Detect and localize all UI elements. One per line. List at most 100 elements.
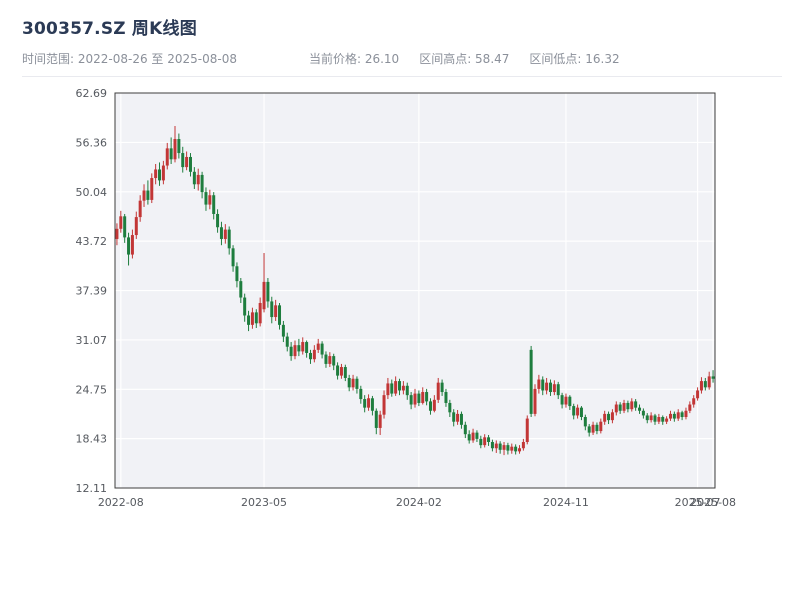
candle-body — [336, 365, 340, 376]
range-low-label: 区间低点: 16.32 — [529, 52, 620, 66]
candle-body — [483, 437, 487, 446]
candle-body — [552, 384, 556, 393]
candle-body — [154, 169, 158, 179]
candle-body — [649, 415, 653, 421]
candle-body — [134, 217, 138, 236]
candle-body — [285, 336, 289, 347]
candle-body — [192, 171, 196, 185]
y-tick-label: 43.72 — [76, 235, 108, 248]
candle-body — [436, 382, 440, 400]
candle-body — [127, 237, 131, 255]
y-tick-label: 12.11 — [76, 482, 108, 495]
candle-body — [456, 413, 460, 422]
candle-body — [417, 393, 421, 403]
current-price-label: 当前价格: 26.10 — [308, 52, 400, 66]
candle-body — [452, 412, 456, 422]
candle-body — [212, 195, 216, 214]
candle-body — [231, 248, 235, 267]
price-summary: 当前价格: 26.10 区间高点: 58.47 区间低点: 16.32 — [309, 50, 620, 67]
candle-body — [560, 395, 564, 405]
candle-body — [572, 406, 576, 416]
x-tick-label: 2024-02 — [396, 496, 442, 509]
candle-body — [405, 385, 409, 396]
candle-body — [680, 412, 684, 418]
candle-body — [301, 342, 305, 352]
candle-body — [332, 356, 336, 366]
candle-body — [529, 349, 533, 414]
candle-body — [219, 227, 223, 239]
candle-body — [200, 174, 204, 193]
y-tick-label: 37.39 — [76, 285, 108, 298]
candle-body — [448, 402, 452, 413]
candle-body — [657, 417, 661, 422]
candle-body — [258, 302, 262, 324]
candle-body — [266, 281, 270, 302]
candle-body — [432, 399, 436, 411]
plot-border — [114, 92, 716, 489]
page-title: 300357.SZ 周K线图 — [22, 19, 197, 39]
candle-body — [696, 390, 700, 399]
candle-body — [227, 229, 231, 249]
candle-body — [239, 281, 243, 298]
candle-body — [668, 413, 672, 419]
candle-body — [444, 392, 448, 403]
candle-body — [653, 415, 657, 422]
y-tick-label: 24.75 — [76, 383, 108, 396]
candle-body — [475, 432, 479, 439]
candle-body — [603, 413, 607, 422]
y-tick-label: 31.07 — [76, 334, 108, 347]
candle-body — [521, 442, 525, 449]
candle-body — [610, 412, 614, 421]
candle-body — [328, 356, 332, 364]
candle-body — [707, 376, 711, 388]
candle-body — [382, 395, 386, 415]
date-range-label: 时间范围: 2022-08-26 至 2025-08-08 — [22, 52, 237, 66]
y-tick-label: 56.36 — [76, 136, 108, 149]
x-tick-label: 2024-11 — [543, 496, 589, 509]
candle-body — [165, 148, 169, 166]
y-tick-label: 50.04 — [76, 186, 108, 199]
candle-body — [181, 153, 185, 168]
candle-body — [208, 195, 212, 205]
candle-body — [626, 402, 630, 410]
candle-body — [641, 410, 645, 416]
candle-body — [463, 424, 467, 435]
candle-body — [638, 407, 642, 411]
candle-body — [324, 354, 328, 364]
candle-body — [525, 418, 529, 443]
y-tick-label: 18.43 — [76, 433, 108, 446]
candle-body — [618, 404, 622, 411]
x-tick-label: 2023-05 — [241, 496, 287, 509]
candle-body — [289, 346, 293, 357]
candle-body — [281, 324, 285, 337]
candle-body — [305, 342, 309, 353]
candle-body — [595, 424, 599, 432]
candle-body — [459, 413, 463, 425]
candle-body — [498, 443, 502, 450]
candle-body — [150, 178, 154, 200]
candle-body — [413, 393, 417, 405]
candle-body — [374, 410, 378, 428]
candle-body — [506, 445, 510, 451]
candle-body — [347, 377, 351, 388]
chart-header: 300357.SZ 周K线图 时间范围: 2022-08-26 至 2025-0… — [0, 0, 800, 77]
candle-body — [537, 379, 541, 389]
candle-body — [692, 398, 696, 405]
candle-body — [386, 383, 390, 396]
candle-body — [587, 426, 591, 433]
candle-body — [146, 190, 150, 200]
candle-body — [247, 315, 251, 325]
candle-body — [556, 384, 560, 396]
candle-body — [607, 413, 611, 421]
candle-body — [487, 437, 491, 443]
candle-body — [514, 446, 518, 452]
candle-body — [274, 305, 278, 318]
candle-body — [123, 216, 127, 238]
candle-body — [421, 392, 425, 403]
candle-body — [688, 404, 692, 411]
candle-body — [370, 398, 374, 411]
candle-body — [494, 443, 498, 449]
candle-body — [339, 367, 343, 376]
candle-body — [355, 378, 359, 389]
candle-body — [278, 305, 282, 325]
